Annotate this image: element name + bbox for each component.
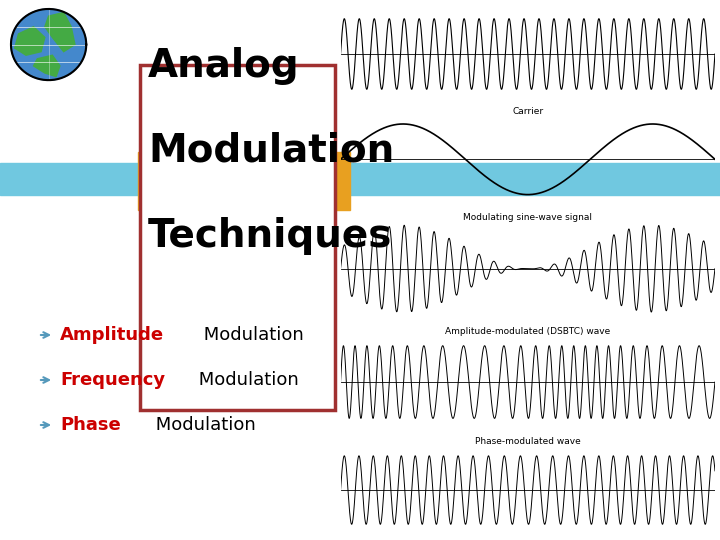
Text: Carrier: Carrier (512, 107, 544, 116)
Text: Amplitude-modulated (DSBTC) wave: Amplitude-modulated (DSBTC) wave (445, 327, 611, 335)
Bar (0, 163, 720, 195)
Text: Techniques: Techniques (148, 217, 392, 255)
Text: Amplitude: Amplitude (60, 326, 164, 344)
Text: Analog: Analog (148, 47, 300, 85)
Text: Modulating sine-wave signal: Modulating sine-wave signal (463, 213, 593, 221)
Polygon shape (11, 9, 86, 80)
Text: Modulation: Modulation (193, 371, 299, 389)
Bar (328, 152, 350, 210)
Text: Modulation: Modulation (148, 132, 395, 170)
Text: Modulation: Modulation (198, 326, 304, 344)
Text: Frequency: Frequency (60, 371, 165, 389)
Polygon shape (34, 55, 60, 77)
Bar (138, 152, 160, 210)
Polygon shape (14, 27, 45, 55)
Text: Phase-modulated wave: Phase-modulated wave (475, 437, 580, 446)
Text: Phase: Phase (60, 416, 121, 434)
Text: Modulation: Modulation (150, 416, 256, 434)
FancyBboxPatch shape (140, 65, 335, 410)
Polygon shape (45, 12, 75, 52)
